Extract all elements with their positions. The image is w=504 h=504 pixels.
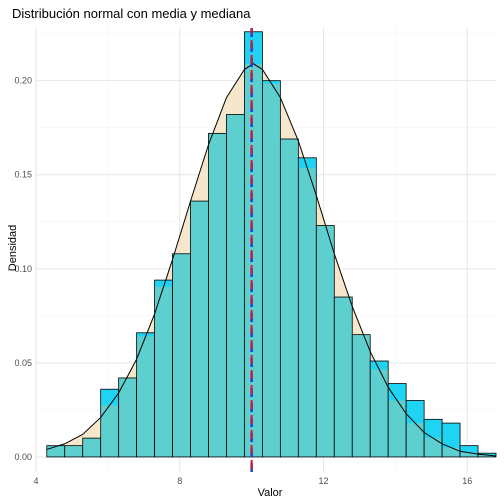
x-tick-label: 12 (318, 476, 328, 486)
histogram-bar-overlap (154, 286, 173, 457)
histogram-bars (46, 31, 497, 458)
histogram-bar-overlap (64, 445, 83, 457)
histogram-bar-overlap (442, 447, 461, 457)
x-axis-ticks: 4 8 12 16 (33, 476, 472, 486)
histogram-bar-overlap (100, 405, 119, 457)
histogram-bar-overlap (460, 452, 479, 457)
y-tick-label: 0.15 (14, 170, 32, 180)
x-tick-label: 8 (177, 476, 182, 486)
histogram-bar-overlap (424, 438, 443, 457)
histogram-bar-overlap (136, 336, 155, 457)
histogram-bar-overlap (82, 438, 101, 457)
x-axis-label: Valor (258, 487, 283, 499)
histogram-bar-overlap (352, 334, 371, 457)
histogram-bar-overlap (388, 400, 407, 457)
histogram-bar-overlap (118, 377, 137, 457)
histogram-bar-overlap (406, 423, 425, 457)
histogram-bar-overlap (370, 369, 389, 457)
x-tick-label: 16 (462, 476, 472, 486)
y-axis-label: Densidad (7, 225, 19, 271)
x-tick-label: 4 (33, 476, 38, 486)
histogram-bar-overlap (262, 83, 281, 457)
histogram-bar-overlap (46, 446, 65, 457)
density-curve-line (46, 63, 497, 457)
histogram-bar-overlap (244, 63, 263, 457)
y-tick-label: 0.00 (14, 452, 32, 462)
histogram-bar-overlap (316, 225, 335, 457)
histogram-bar-outline (477, 452, 497, 458)
density-curve (46, 63, 497, 457)
y-tick-label: 0.05 (14, 358, 32, 368)
histogram-bar-overlap (298, 168, 317, 457)
histogram-bar-outline (441, 422, 461, 458)
histogram-bar-overlap (478, 455, 496, 457)
histogram-bar-overlap (226, 114, 245, 457)
histogram-bar-overlap (334, 297, 353, 457)
histogram-bar-overlap (280, 139, 299, 457)
histogram-bar-overlap (190, 201, 209, 457)
histogram-bar-overlap (208, 133, 227, 457)
y-tick-label: 0.10 (14, 264, 32, 274)
histogram-bar (460, 445, 479, 457)
y-axis-ticks: 0.00 0.05 0.10 0.15 0.20 (14, 76, 32, 462)
y-tick-label: 0.20 (14, 76, 32, 86)
chart-title: Distribución normal con media y mediana (12, 6, 251, 21)
histogram-bar-overlap (172, 253, 191, 457)
